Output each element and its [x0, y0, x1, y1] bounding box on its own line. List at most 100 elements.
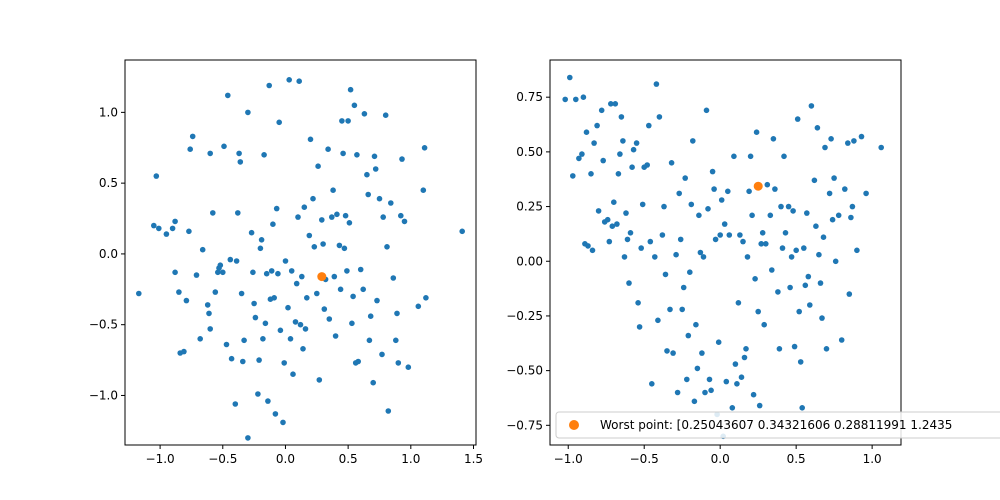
- left-data-point-64: [276, 119, 283, 126]
- left-data-point-12: [186, 228, 192, 235]
- left-data-point-82: [302, 326, 309, 332]
- left-data-point-40: [241, 337, 247, 344]
- right-data-point-101: [741, 354, 748, 361]
- right-data-point-35: [630, 146, 637, 153]
- right-data-point-113: [759, 230, 766, 236]
- right-data-point-66: [687, 269, 693, 276]
- left-data-point-76: [295, 214, 301, 220]
- left-data-point-68: [282, 258, 289, 264]
- right-data-point-129: [788, 254, 795, 260]
- right-data-point-123: [778, 203, 784, 210]
- left-data-point-69: [285, 304, 291, 311]
- left-data-point-140: [398, 212, 404, 219]
- left-data-point-13: [187, 146, 193, 152]
- left-data-point-51: [260, 336, 266, 342]
- left-data-point-8: [176, 289, 182, 295]
- right-x-tick-label: 0.0: [711, 452, 730, 466]
- right-data-point-52: [662, 271, 669, 278]
- left-data-point-60: [271, 295, 278, 301]
- right-data-point-99: [738, 374, 745, 381]
- left-data-point-20: [207, 326, 213, 332]
- left-data-point-126: [371, 153, 378, 160]
- right-data-point-25: [615, 171, 622, 177]
- left-data-point-11: [183, 297, 190, 304]
- right-data-point-149: [820, 234, 827, 240]
- left-data-point-103: [337, 286, 344, 293]
- left-data-point-18: [204, 302, 211, 308]
- left-data-point-88: [314, 290, 320, 297]
- right-data-point-168: [878, 144, 884, 151]
- left-data-point-143: [405, 364, 412, 371]
- left-data-point-139: [395, 360, 402, 366]
- left-data-point-133: [384, 244, 390, 250]
- right-data-point-72: [696, 212, 702, 219]
- right-data-point-49: [656, 114, 663, 120]
- right-data-point-53: [664, 348, 670, 354]
- right-data-point-40: [639, 201, 646, 208]
- right-data-point-46: [652, 254, 658, 260]
- right-data-point-98: [737, 232, 743, 238]
- right-data-point-59: [676, 190, 682, 197]
- left-data-point-71: [287, 336, 294, 342]
- right-scatter-panel: −1.0 −0.5 0.0 0.5 1.0 −0.75 −0.50 −0.25 0.00 0.25…: [506, 59, 1000, 466]
- right-data-point-130: [790, 208, 796, 214]
- left-x-tick-label: −1.0: [146, 452, 175, 466]
- right-data-point-43: [646, 122, 652, 129]
- right-data-point-162: [848, 214, 854, 221]
- left-data-point-44: [250, 269, 256, 276]
- right-data-point-122: [776, 346, 783, 352]
- left-data-point-38: [238, 290, 245, 297]
- right-data-point-109: [753, 129, 760, 135]
- right-y-tick-label: −0.75: [506, 418, 543, 432]
- right-data-point-147: [817, 280, 824, 286]
- right-data-point-157: [835, 212, 842, 219]
- left-data-point-55: [265, 398, 271, 404]
- left-data-point-132: [382, 112, 389, 118]
- left-x-tick-label: 1.5: [464, 452, 483, 466]
- left-data-point-116: [354, 152, 360, 158]
- right-x-tick-label: −1.0: [554, 452, 583, 466]
- right-data-point-33: [627, 230, 634, 236]
- left-y-tick-label: 0.5: [99, 176, 118, 190]
- right-y-tick-label: 0.75: [516, 90, 543, 104]
- right-data-point-86: [717, 232, 723, 238]
- left-data-point-104: [339, 118, 345, 124]
- right-data-point-6: [580, 94, 587, 100]
- right-data-point-163: [849, 203, 856, 210]
- right-data-point-87: [718, 197, 725, 203]
- right-data-point-90: [723, 378, 730, 385]
- left-data-point-91: [319, 217, 325, 223]
- left-data-point-79: [299, 273, 305, 280]
- right-data-point-125: [781, 153, 787, 160]
- right-data-point-62: [680, 284, 687, 291]
- right-data-point-159: [842, 186, 848, 192]
- right-x-tick-label: 0.5: [787, 452, 806, 466]
- right-data-point-64: [684, 376, 690, 383]
- right-data-point-19: [606, 238, 613, 245]
- left-data-point-1: [151, 222, 157, 229]
- right-data-point-0: [562, 96, 568, 103]
- left-data-point-112: [349, 320, 355, 327]
- legend-box: [555, 411, 1000, 439]
- right-data-point-55: [668, 160, 675, 166]
- left-data-point-108: [344, 268, 350, 274]
- legend: Worst point: [0.25043607 0.34321606 0.28…: [555, 411, 1000, 439]
- left-data-point-42: [245, 435, 251, 441]
- right-data-point-16: [600, 157, 606, 164]
- right-data-point-132: [793, 247, 799, 254]
- left-data-point-39: [240, 358, 246, 365]
- right-data-point-34: [629, 164, 635, 170]
- right-data-point-74: [699, 350, 705, 356]
- right-data-point-161: [846, 291, 853, 297]
- left-data-point-148: [459, 228, 466, 235]
- left-data-point-17: [199, 246, 206, 253]
- left-data-point-141: [399, 156, 405, 162]
- right-data-point-26: [617, 151, 623, 157]
- right-data-point-133: [794, 116, 801, 122]
- left-axes-frame: [124, 59, 477, 446]
- left-data-point-117: [355, 358, 362, 365]
- right-data-point-95: [732, 361, 739, 367]
- right-data-point-126: [782, 230, 789, 236]
- right-data-point-1: [567, 74, 573, 81]
